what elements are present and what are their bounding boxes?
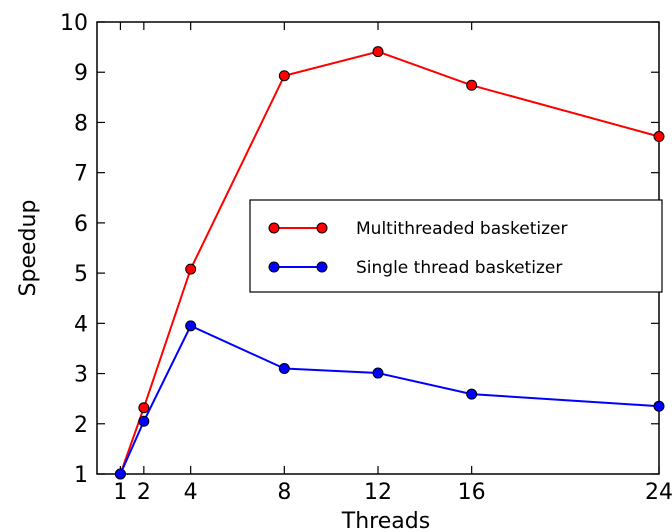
y-tick-label: 6 xyxy=(74,212,88,237)
x-tick-label: 16 xyxy=(458,480,486,505)
data-point-single-thread xyxy=(185,320,197,332)
y-tick-label: 8 xyxy=(74,111,88,136)
legend-label-multithreaded: Multithreaded basketizer xyxy=(356,219,567,239)
y-axis-label: Speedup xyxy=(16,200,41,297)
x-tick-label: 4 xyxy=(184,480,198,505)
data-point-single-thread xyxy=(372,367,384,379)
y-tick-label: 9 xyxy=(74,61,88,86)
y-tick-label: 2 xyxy=(74,413,88,438)
data-point-single-thread xyxy=(278,363,290,375)
series-line-single-thread xyxy=(119,324,660,475)
legend-label-single-thread: Single thread basketizer xyxy=(356,258,562,278)
data-point-single-thread xyxy=(114,468,126,480)
y-tick-label: 4 xyxy=(74,312,88,337)
x-tick-label: 24 xyxy=(645,480,672,505)
legend-box xyxy=(249,199,663,293)
data-point-multithreaded xyxy=(138,402,150,414)
data-point-multithreaded xyxy=(185,263,197,275)
data-point-single-thread xyxy=(138,415,150,427)
series-layer xyxy=(114,46,665,480)
data-point-multithreaded xyxy=(466,79,478,91)
x-axis-label: Threads xyxy=(341,509,430,532)
legend-marker-single-thread xyxy=(268,261,280,273)
legend-marker-multithreaded xyxy=(268,222,280,234)
x-tick-label: 12 xyxy=(364,480,392,505)
y-tick-label: 7 xyxy=(74,162,88,187)
data-point-multithreaded xyxy=(278,70,290,82)
data-point-single-thread xyxy=(653,400,665,412)
legend-marker-multithreaded xyxy=(316,222,328,234)
data-point-single-thread xyxy=(466,388,478,400)
x-tick-label: 2 xyxy=(137,480,151,505)
data-point-multithreaded xyxy=(372,46,384,58)
y-tick-label: 10 xyxy=(60,11,88,36)
legend-marker-single-thread xyxy=(316,261,328,273)
x-tick-label: 1 xyxy=(113,480,127,505)
y-tick-label: 5 xyxy=(74,262,88,287)
x-tick-label: 8 xyxy=(277,480,291,505)
data-point-multithreaded xyxy=(653,131,665,143)
y-tick-label: 3 xyxy=(74,363,88,388)
legend: Multithreaded basketizer Single thread b… xyxy=(249,199,663,293)
y-tick-label: 1 xyxy=(74,463,88,488)
